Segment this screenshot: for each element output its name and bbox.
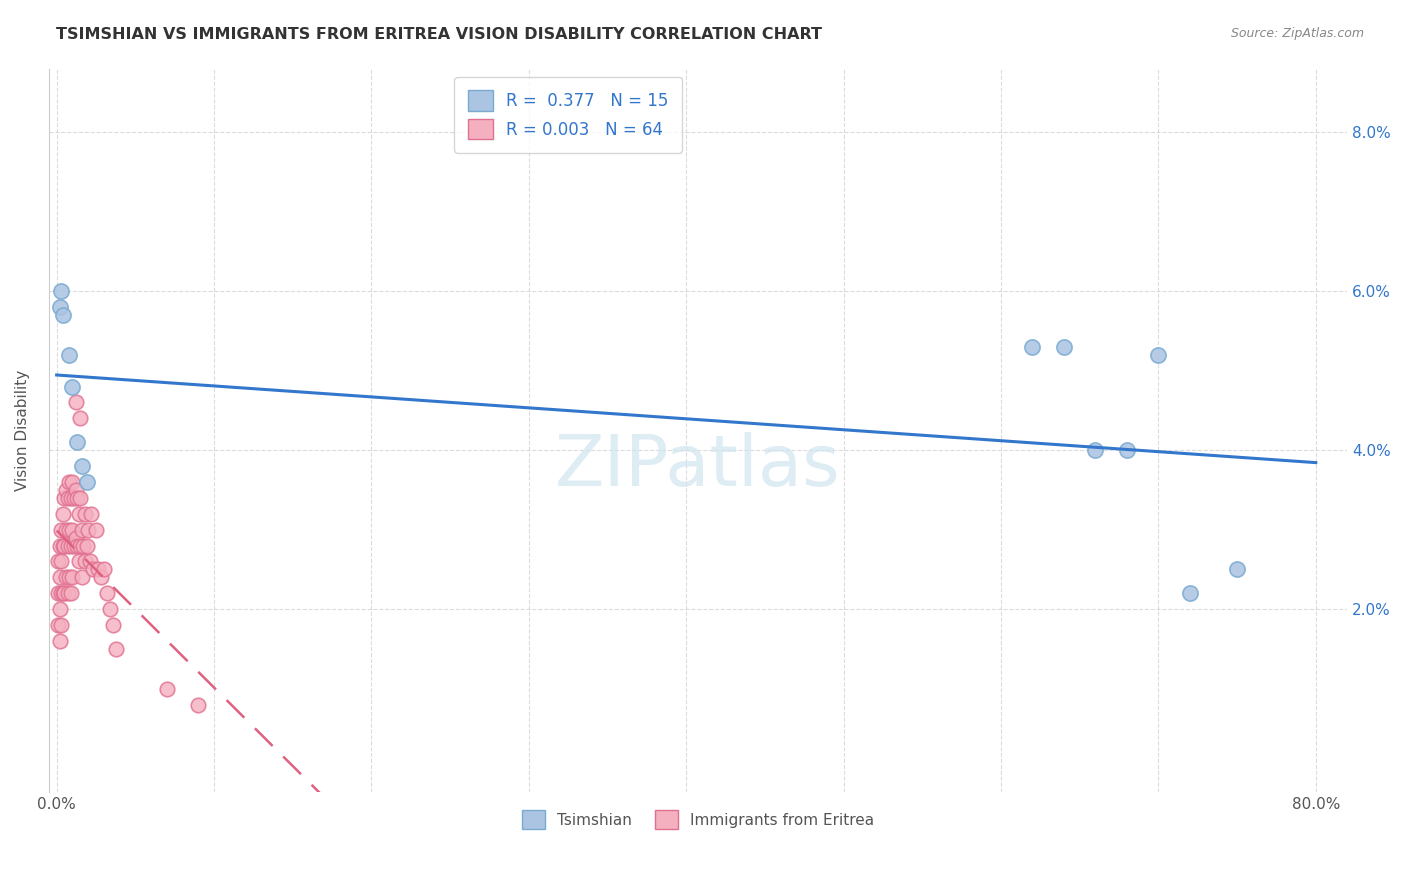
- Point: [52, 586, 75, 600]
- Point: [80, 507, 103, 521]
- Point: [69, 411, 91, 425]
- Point: [73, 554, 96, 568]
- Point: [46, 586, 69, 600]
- Point: [76, 539, 98, 553]
- Point: [59, 539, 82, 553]
- Point: [51, 523, 73, 537]
- Point: [58, 523, 80, 537]
- Point: [1147, 348, 1170, 362]
- Point: [77, 523, 100, 537]
- Point: [98, 602, 121, 616]
- Point: [84, 523, 107, 537]
- Point: [55, 483, 77, 497]
- Point: [58, 570, 80, 584]
- Point: [55, 523, 77, 537]
- Legend: Tsimshian, Immigrants from Eritrea: Tsimshian, Immigrants from Eritrea: [516, 804, 880, 835]
- Point: [59, 586, 82, 600]
- Point: [66, 539, 89, 553]
- Point: [49, 570, 72, 584]
- Point: [1053, 340, 1076, 354]
- Point: [52, 539, 75, 553]
- Point: [103, 618, 125, 632]
- Point: [156, 681, 179, 696]
- Point: [105, 641, 128, 656]
- Point: [67, 554, 90, 568]
- Point: [65, 531, 87, 545]
- Point: [93, 562, 115, 576]
- Text: ZIPatlas: ZIPatlas: [555, 432, 841, 501]
- Point: [66, 435, 89, 450]
- Point: [56, 586, 79, 600]
- Point: [66, 491, 89, 505]
- Y-axis label: Vision Disability: Vision Disability: [15, 369, 30, 491]
- Point: [49, 634, 72, 648]
- Point: [67, 507, 90, 521]
- Point: [65, 483, 87, 497]
- Point: [60, 379, 83, 393]
- Point: [1116, 443, 1139, 458]
- Point: [56, 539, 79, 553]
- Point: [51, 554, 73, 568]
- Point: [96, 586, 118, 600]
- Point: [86, 562, 108, 576]
- Point: [72, 539, 94, 553]
- Point: [70, 458, 93, 473]
- Point: [53, 491, 76, 505]
- Point: [63, 491, 86, 505]
- Point: [1226, 562, 1249, 576]
- Point: [60, 570, 83, 584]
- Point: [1021, 340, 1043, 354]
- Point: [73, 507, 96, 521]
- Point: [79, 554, 101, 568]
- Point: [51, 284, 73, 298]
- Point: [53, 539, 76, 553]
- Point: [51, 618, 73, 632]
- Point: [82, 562, 104, 576]
- Point: [90, 570, 112, 584]
- Point: [46, 554, 69, 568]
- Point: [52, 507, 75, 521]
- Point: [187, 698, 209, 712]
- Point: [55, 570, 77, 584]
- Point: [1178, 586, 1201, 600]
- Point: [63, 539, 86, 553]
- Point: [76, 475, 98, 489]
- Point: [1084, 443, 1107, 458]
- Point: [60, 523, 83, 537]
- Text: TSIMSHIAN VS IMMIGRANTS FROM ERITREA VISION DISABILITY CORRELATION CHART: TSIMSHIAN VS IMMIGRANTS FROM ERITREA VIS…: [56, 27, 823, 42]
- Point: [69, 491, 91, 505]
- Point: [65, 395, 87, 409]
- Point: [51, 586, 73, 600]
- Point: [56, 491, 79, 505]
- Point: [70, 570, 93, 584]
- Point: [49, 300, 72, 314]
- Point: [59, 491, 82, 505]
- Point: [49, 602, 72, 616]
- Point: [70, 523, 93, 537]
- Point: [60, 475, 83, 489]
- Text: Source: ZipAtlas.com: Source: ZipAtlas.com: [1230, 27, 1364, 40]
- Point: [46, 618, 69, 632]
- Point: [58, 348, 80, 362]
- Point: [49, 539, 72, 553]
- Point: [53, 586, 76, 600]
- Point: [69, 539, 91, 553]
- Point: [52, 308, 75, 322]
- Point: [58, 475, 80, 489]
